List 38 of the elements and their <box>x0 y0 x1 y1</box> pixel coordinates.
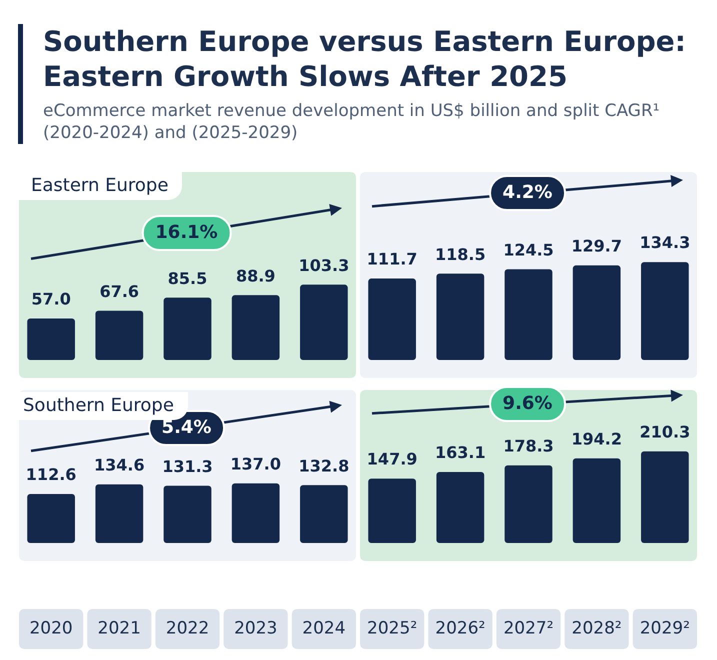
data-label: 118.5 <box>434 244 486 264</box>
text: Southern Europe <box>23 395 174 416</box>
data-label: 67.6 <box>100 282 140 301</box>
data-label: 57.0 <box>31 290 71 309</box>
x-tick-label: 2021 <box>98 618 141 639</box>
x-tick-label: 2023 <box>234 618 278 639</box>
data-label: 129.7 <box>571 236 622 256</box>
data-label: 147.9 <box>366 450 418 469</box>
band-label: 9.6% <box>488 386 566 422</box>
data-label: 103.3 <box>298 256 350 275</box>
text: Eastern Europe <box>17 172 182 200</box>
chart-subtitle: eCommerce market revenue development in US$ billion and split CAGR¹ (2020-2024) and (2025-2029) <box>43 100 661 144</box>
data-label: 132.8 <box>298 456 350 476</box>
data-label: 124.5 <box>503 240 554 260</box>
x-tick-label: 2022 <box>166 618 210 639</box>
data-label: 134.6 <box>94 456 145 475</box>
data-label: 137.0 <box>230 454 282 474</box>
data-label: 163.1 <box>434 443 486 462</box>
x-tick-label: 2026² <box>435 618 486 639</box>
band-label: 4.2% <box>488 174 566 211</box>
x-tick-label: 2029² <box>640 618 690 639</box>
data-label: 85.5 <box>168 268 208 288</box>
x-tick-label: 2020 <box>29 618 73 639</box>
x-tick-label: 2024 <box>302 618 346 639</box>
data-label: 210.3 <box>640 422 690 442</box>
band-label: 5.4% <box>162 417 212 438</box>
data-label: 88.9 <box>236 266 276 286</box>
data-label: 131.3 <box>162 456 213 476</box>
data-label: 112.6 <box>26 465 76 484</box>
data-label: 134.3 <box>640 233 690 252</box>
x-tick-label: 2028² <box>572 618 622 639</box>
x-tick-label: 2027² <box>503 618 554 639</box>
data-label: 178.3 <box>503 436 554 456</box>
band-label: 16.1% <box>141 215 232 252</box>
chart-title: Southern Europe versus Eastern Europe: Eastern Growth Slows After 2025 <box>43 24 687 94</box>
data-label: 111.7 <box>366 250 418 269</box>
x-tick-label: 2025² <box>367 618 418 639</box>
data-label: 194.2 <box>571 430 622 449</box>
